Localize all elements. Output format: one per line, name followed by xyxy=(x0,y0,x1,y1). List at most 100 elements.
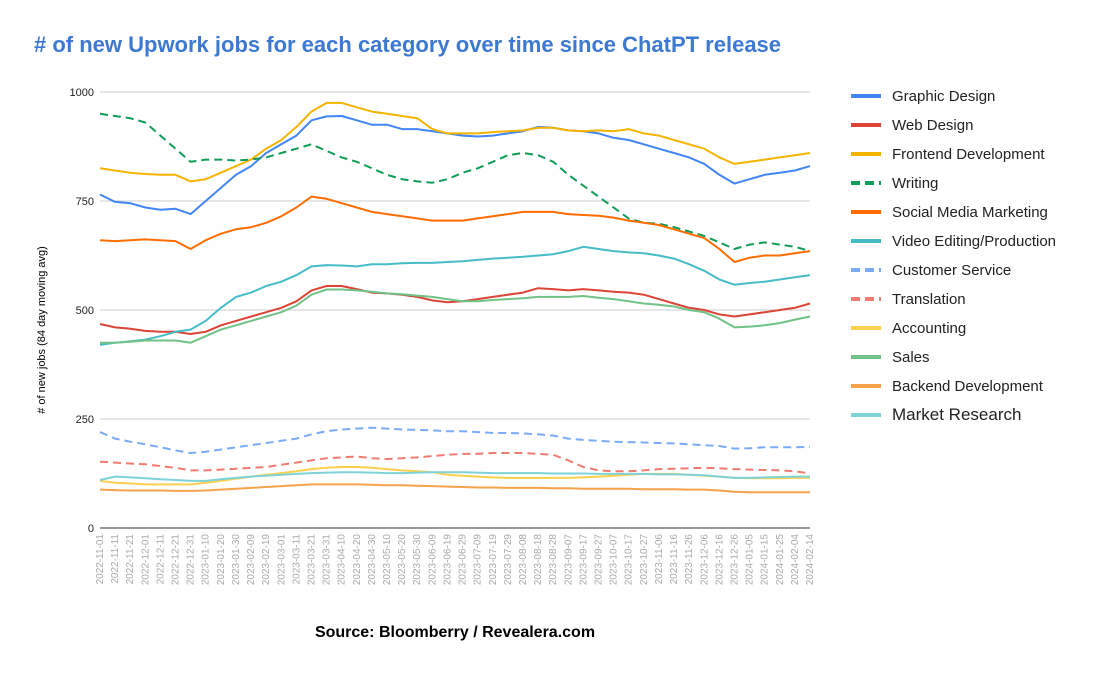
series-line-writing xyxy=(99,112,811,253)
legend-item: Sales xyxy=(849,347,1099,367)
x-tick-label: 2023-03-01 xyxy=(276,534,287,586)
series-line-frontend-development xyxy=(99,101,811,183)
legend-label: Writing xyxy=(892,174,939,192)
legend-swatch xyxy=(851,268,881,272)
legend-swatch xyxy=(851,239,881,243)
y-axis-ticks: 1000 750 500 250 0 xyxy=(70,87,94,535)
x-tick-label: 2023-02-09 xyxy=(246,534,257,586)
x-tick-label: 2023-11-26 xyxy=(684,534,695,585)
legend-label: Video Editing/Production xyxy=(892,232,1057,250)
x-tick-label: 2023-03-31 xyxy=(322,534,333,586)
x-tick-label: 2023-10-17 xyxy=(624,534,635,586)
x-tick-label: 2024-01-05 xyxy=(745,534,756,586)
legend-item: Frontend Development xyxy=(849,144,1099,164)
x-tick-label: 2023-08-18 xyxy=(533,534,544,586)
series-line-market-research xyxy=(99,471,810,482)
x-tick-label: 2023-11-16 xyxy=(669,534,680,585)
legend-item: Writing xyxy=(849,173,1099,193)
y-axis-label: # of new jobs (84 day moving avg) xyxy=(36,246,48,414)
chart-title: # of new Upwork jobs for each category o… xyxy=(34,32,782,57)
x-tick-label: 2024-01-25 xyxy=(775,534,786,586)
x-tick-label: 2023-05-20 xyxy=(397,534,408,586)
x-tick-label: 2024-02-04 xyxy=(790,534,801,586)
legend-label: Graphic Design xyxy=(892,87,996,105)
x-tick-label: 2022-12-31 xyxy=(186,534,197,586)
y-tick-label: 1000 xyxy=(70,87,94,99)
x-tick-label: 2023-03-11 xyxy=(291,534,302,585)
x-tick-label: 2023-04-30 xyxy=(367,534,378,586)
x-tick-label: 2023-06-29 xyxy=(458,534,469,586)
x-tick-label: 2022-11-11 xyxy=(110,534,121,584)
legend-label: Web Design xyxy=(892,116,974,134)
x-tick-label: 2023-08-28 xyxy=(548,534,559,586)
legend-swatch xyxy=(851,326,881,330)
x-tick-label: 2023-10-27 xyxy=(639,534,650,586)
x-axis-ticks: 2022-11-01 2022-11-11 2022-11-21 2022-12-01… xyxy=(95,534,816,586)
series-line-web-design xyxy=(99,285,811,335)
x-tick-label: 2023-12-06 xyxy=(699,534,710,586)
series-line-customer-service xyxy=(99,426,811,454)
legend-item: Graphic Design xyxy=(849,86,1099,106)
source-note: Source: Bloomberry / Revealera.com xyxy=(314,624,596,641)
x-tick-label: 2023-01-10 xyxy=(201,534,212,586)
x-tick-label: 2023-09-07 xyxy=(563,534,574,586)
x-tick-label: 2023-09-27 xyxy=(594,534,605,586)
y-tick-label: 250 xyxy=(76,414,94,426)
x-tick-label: 2022-11-21 xyxy=(125,534,136,585)
legend-item: Accounting xyxy=(849,318,1099,338)
series-line-backend-development xyxy=(99,483,810,494)
legend-swatch xyxy=(851,384,881,388)
x-tick-label: 2022-12-01 xyxy=(140,534,151,586)
legend-swatch xyxy=(851,210,881,214)
x-tick-label: 2023-01-30 xyxy=(231,534,242,586)
x-tick-label: 2023-03-21 xyxy=(306,534,317,586)
legend-swatch xyxy=(851,152,881,156)
legend-swatch xyxy=(851,413,881,417)
x-tick-label: 2023-05-30 xyxy=(412,534,423,586)
x-tick-label: 2022-11-01 xyxy=(95,534,106,585)
y-tick-label: 750 xyxy=(76,196,94,208)
x-tick-label: 2023-04-10 xyxy=(337,534,348,586)
x-tick-label: 2023-04-20 xyxy=(352,534,363,586)
x-tick-label: 2023-07-29 xyxy=(503,534,514,586)
y-tick-label: 0 xyxy=(88,523,94,535)
y-tick-label: 500 xyxy=(76,305,94,317)
x-tick-label: 2023-06-19 xyxy=(442,534,453,586)
legend-label: Sales xyxy=(892,348,930,366)
series-line-video-editing-production xyxy=(99,245,811,346)
legend-label: Backend Development xyxy=(892,377,1043,395)
x-tick-label: 2023-08-08 xyxy=(518,534,529,586)
x-tick-label: 2023-01-20 xyxy=(216,534,227,586)
legend-item: Backend Development xyxy=(849,376,1099,396)
series-line-graphic-design xyxy=(99,115,811,216)
legend-swatch xyxy=(851,297,881,301)
legend-label: Market Research xyxy=(892,405,1022,424)
legend-swatch xyxy=(851,355,881,359)
x-tick-label: 2023-12-26 xyxy=(729,534,740,586)
x-tick-label: 2023-10-07 xyxy=(609,534,620,586)
legend-item: Customer Service xyxy=(849,260,1099,280)
series-line-social-media-marketing xyxy=(99,195,811,263)
legend-swatch xyxy=(851,181,881,185)
series-line-sales xyxy=(100,288,811,344)
x-tick-label: 2024-02-14 xyxy=(805,534,816,586)
x-tick-label: 2024-01-15 xyxy=(760,534,771,586)
x-tick-label: 2023-07-19 xyxy=(488,534,499,586)
legend-item: Market Research xyxy=(849,405,1099,425)
series-line-translation xyxy=(99,452,811,475)
x-tick-label: 2023-05-10 xyxy=(382,534,393,586)
x-tick-label: 2022-12-21 xyxy=(171,534,182,586)
legend-item: Social Media Marketing xyxy=(849,202,1099,222)
legend-swatch xyxy=(851,123,881,127)
x-tick-label: 2023-09-17 xyxy=(578,534,589,586)
legend-label: Customer Service xyxy=(892,261,1012,279)
legend-item: Video Editing/Production xyxy=(849,231,1099,251)
legend-label: Social Media Marketing xyxy=(892,203,1048,221)
x-tick-label: 2023-07-09 xyxy=(473,534,484,586)
legend-label: Translation xyxy=(892,290,966,308)
x-tick-label: 2022-12-11 xyxy=(155,534,166,585)
legend-swatch xyxy=(851,94,881,98)
x-tick-label: 2023-11-06 xyxy=(654,534,665,585)
legend-item: Translation xyxy=(849,289,1099,309)
